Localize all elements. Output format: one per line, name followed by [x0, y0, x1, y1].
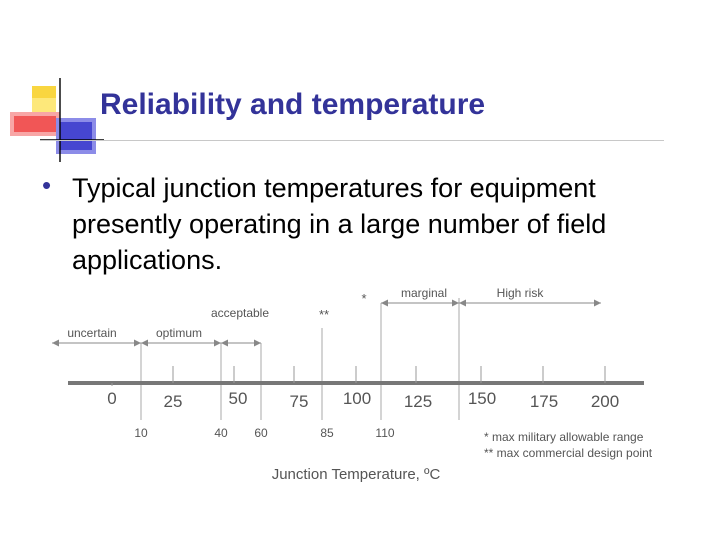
- tick-label-200: 200: [591, 392, 619, 411]
- minor-label-40: 40: [214, 426, 228, 440]
- tick-label-25: 25: [164, 392, 183, 411]
- tick-label-175: 175: [530, 392, 558, 411]
- single-asterisk-marker: *: [361, 291, 366, 306]
- tick-label-50: 50: [229, 389, 248, 408]
- footnote-military: * max military allowable range: [484, 430, 644, 444]
- bullet-icon: •: [42, 170, 52, 200]
- minor-label-60: 60: [254, 426, 268, 440]
- tick-label-150: 150: [468, 389, 496, 408]
- marginal-label: marginal: [401, 286, 447, 300]
- double-asterisk-marker: **: [319, 307, 329, 322]
- minor-label-85: 85: [320, 426, 334, 440]
- tick-label-100: 100: [343, 389, 371, 408]
- uncertain-label: uncertain: [67, 326, 116, 340]
- decorative-logo-icon: [10, 78, 104, 162]
- tick-label-0: 0: [107, 389, 116, 408]
- tick-label-75: 75: [290, 392, 309, 411]
- footnote-commercial: ** max commercial design point: [484, 446, 653, 460]
- minor-label-110: 110: [375, 426, 394, 440]
- temperature-diagram: uncertain optimum acceptable marginal Hi…: [52, 286, 653, 483]
- optimum-label: optimum: [156, 326, 202, 340]
- acceptable-label: acceptable: [211, 306, 269, 320]
- high-risk-label: High risk: [497, 286, 545, 300]
- axis-title: Junction Temperature, ºC: [272, 466, 441, 483]
- bullet-text: Typical junction temperatures for equipm…: [72, 173, 607, 275]
- minor-label-10: 10: [134, 426, 148, 440]
- title-divider: [40, 140, 664, 141]
- tick-label-125: 125: [404, 392, 432, 411]
- page-title: Reliability and temperature: [100, 88, 486, 121]
